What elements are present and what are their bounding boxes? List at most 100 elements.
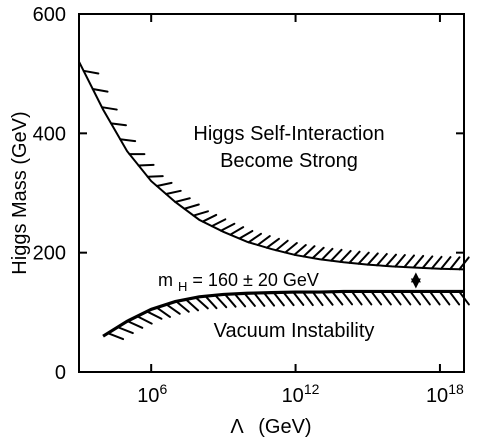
lower-hatch-5 bbox=[155, 306, 171, 318]
lower-hatch-35 bbox=[448, 290, 461, 306]
lower-region-label: Vacuum Instability bbox=[214, 320, 375, 342]
plot-frame bbox=[78, 13, 465, 373]
upper-hatch-27 bbox=[330, 248, 343, 262]
lower-hatch-27 bbox=[370, 290, 383, 306]
y-tick-label-0: 0 bbox=[55, 362, 66, 384]
upper-hatch-14 bbox=[210, 218, 227, 228]
lower-hatch-26 bbox=[360, 290, 373, 306]
higgs-mass-annotation: m H = 160 ± 20 GeV bbox=[158, 270, 319, 295]
upper-region-label-line1: Higgs Self-Interaction bbox=[193, 123, 384, 145]
lower-hatch-8 bbox=[184, 298, 200, 312]
lower-hatch-11 bbox=[214, 294, 228, 309]
lower-hatch-10 bbox=[204, 295, 218, 310]
upper-hatch-9 bbox=[165, 189, 182, 195]
lower-hatch-16 bbox=[263, 291, 276, 307]
upper-hatch-36 bbox=[412, 254, 425, 269]
lower-hatch-30 bbox=[399, 290, 412, 306]
lower-hatch-13 bbox=[233, 292, 247, 308]
upper-hatch-32 bbox=[375, 252, 388, 267]
upper-hatch-13 bbox=[201, 213, 218, 223]
upper-hatch-16 bbox=[229, 226, 245, 236]
axis-layer: 0 200 400 600 106 1012 1018 bbox=[33, 4, 465, 407]
upper-hatch-28 bbox=[339, 249, 352, 263]
mass-range-arrow-bottom bbox=[410, 278, 421, 289]
upper-region-label-line2: Become Strong bbox=[220, 150, 358, 172]
y-axis-label: Higgs Mass (GeV) bbox=[9, 111, 31, 274]
lower-hatch-7 bbox=[175, 300, 190, 313]
x-tick-label-0: 106 bbox=[137, 381, 167, 407]
lower-hatch-2 bbox=[126, 320, 144, 329]
lower-hatch-18 bbox=[282, 291, 295, 307]
upper-hatch-18 bbox=[247, 232, 262, 244]
upper-hatch-7 bbox=[146, 175, 164, 178]
upper-hatch-19 bbox=[256, 235, 271, 246]
lower-hatch-24 bbox=[341, 290, 354, 306]
lower-hatch-0 bbox=[106, 332, 125, 341]
lower-hatch-23 bbox=[331, 290, 344, 306]
upper-hatch-40 bbox=[449, 256, 461, 271]
lower-hatch-25 bbox=[350, 290, 363, 306]
upper-hatch-33 bbox=[385, 253, 397, 267]
upper-hatch-20 bbox=[265, 237, 280, 249]
lower-hatch-9 bbox=[194, 296, 209, 310]
upper-hatch-3 bbox=[110, 122, 127, 127]
y-tick-label-2: 400 bbox=[33, 123, 66, 145]
lower-hatch-21 bbox=[311, 291, 324, 307]
upper-hatch-8 bbox=[155, 181, 173, 188]
lower-hatch-12 bbox=[224, 293, 237, 308]
upper-hatch-26 bbox=[320, 247, 334, 261]
upper-hatch-25 bbox=[311, 246, 325, 260]
hatch-layer bbox=[82, 69, 470, 341]
lower-hatch-17 bbox=[272, 291, 285, 307]
plot-layer bbox=[78, 61, 465, 338]
lower-hatch-20 bbox=[302, 291, 314, 307]
lower-hatch-34 bbox=[438, 290, 451, 306]
upper-hatch-24 bbox=[302, 245, 316, 258]
upper-hatch-22 bbox=[284, 242, 298, 254]
upper-hatch-6 bbox=[137, 163, 155, 167]
upper-hatch-39 bbox=[440, 256, 452, 270]
upper-hatch-10 bbox=[174, 197, 191, 203]
upper-hatch-37 bbox=[421, 255, 434, 269]
lower-hatch-33 bbox=[428, 290, 441, 306]
x-tick-label-2: 1018 bbox=[426, 381, 464, 407]
lower-hatch-32 bbox=[419, 290, 431, 306]
x-tick-label-1: 1012 bbox=[282, 381, 320, 407]
lower-hatch-15 bbox=[253, 292, 266, 307]
upper-hatch-0 bbox=[82, 69, 100, 75]
y-tick-label-3: 600 bbox=[33, 4, 66, 26]
mass-label-base: m bbox=[158, 270, 173, 290]
lower-hatch-31 bbox=[409, 290, 422, 306]
upper-hatch-38 bbox=[430, 255, 443, 270]
upper-hatch-30 bbox=[357, 251, 370, 265]
upper-hatch-2 bbox=[100, 106, 118, 111]
x-axis-label: Λ (GeV) bbox=[230, 416, 311, 438]
mass-label-rest: = 160 ± 20 GeV bbox=[192, 270, 318, 290]
upper-hatch-1 bbox=[91, 88, 109, 93]
upper-hatch-31 bbox=[366, 252, 379, 266]
x-axis-unit: (GeV) bbox=[258, 416, 311, 438]
lower-hatch-3 bbox=[136, 315, 153, 325]
lower-hatch-28 bbox=[380, 290, 392, 306]
upper-boundary-curve bbox=[78, 61, 465, 271]
lower-hatch-29 bbox=[389, 290, 402, 306]
upper-hatch-17 bbox=[238, 229, 254, 240]
x-axis-symbol: Λ bbox=[230, 416, 244, 438]
upper-hatch-4 bbox=[119, 138, 137, 143]
lower-hatch-22 bbox=[321, 290, 334, 306]
lower-hatch-14 bbox=[243, 292, 256, 307]
upper-hatch-21 bbox=[275, 239, 289, 252]
upper-hatch-29 bbox=[348, 250, 361, 264]
lower-hatch-1 bbox=[116, 326, 134, 335]
upper-hatch-15 bbox=[220, 222, 236, 232]
upper-hatch-23 bbox=[293, 244, 307, 256]
y-tick-label-1: 200 bbox=[33, 243, 66, 265]
upper-hatch-35 bbox=[403, 254, 415, 269]
upper-hatch-11 bbox=[183, 203, 200, 210]
lower-hatch-19 bbox=[292, 291, 305, 306]
lower-hatch-6 bbox=[165, 303, 181, 315]
lower-hatch-4 bbox=[145, 310, 163, 320]
upper-hatch-34 bbox=[394, 254, 406, 268]
upper-hatch-12 bbox=[192, 210, 209, 217]
